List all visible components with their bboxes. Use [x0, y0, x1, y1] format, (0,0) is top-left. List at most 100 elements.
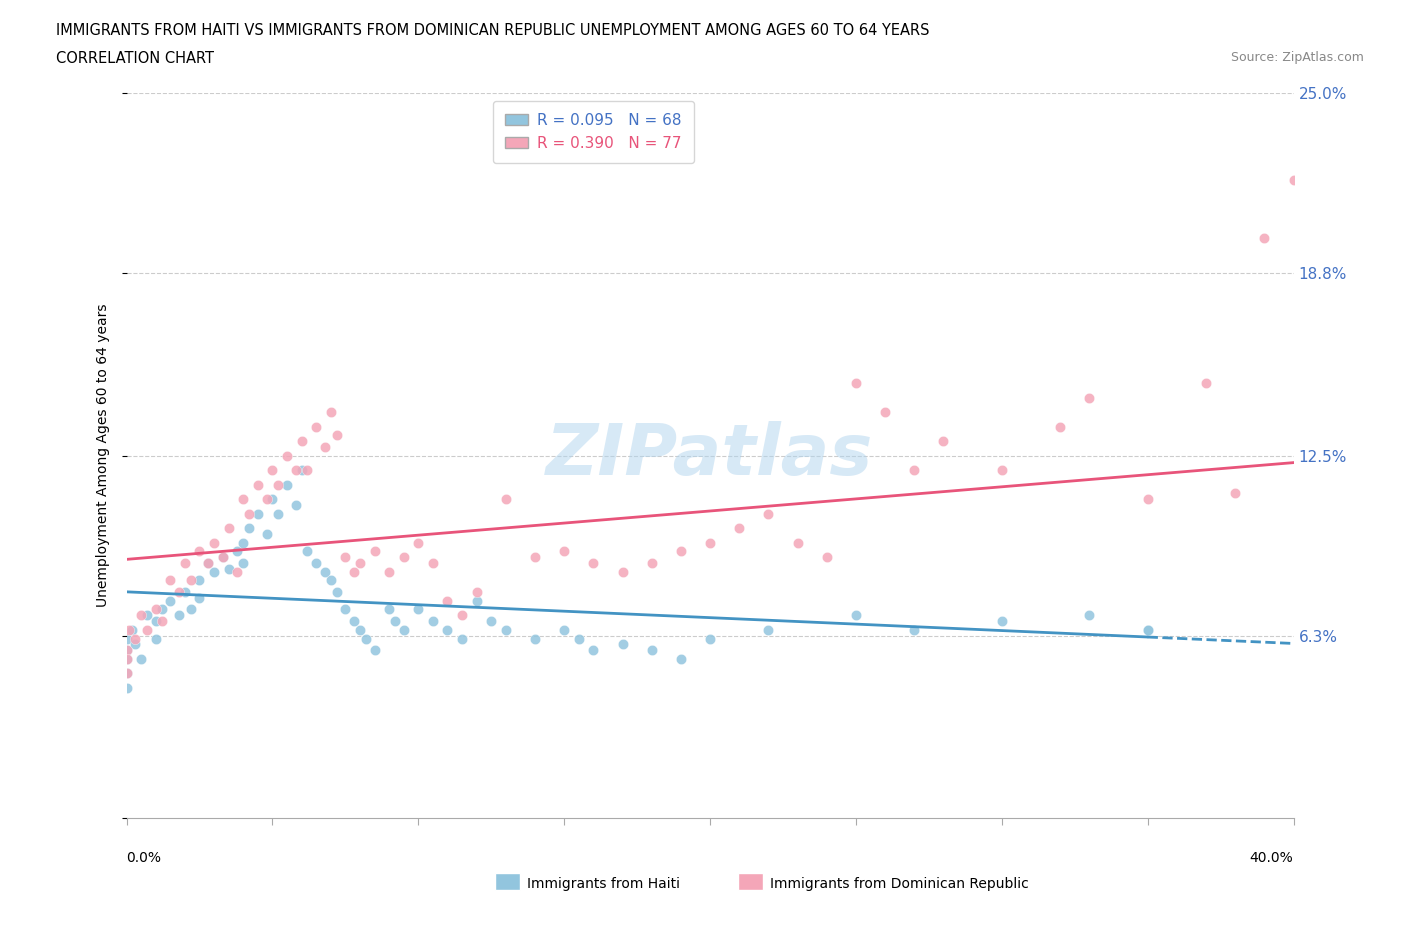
- Point: [815, 550, 838, 565]
- Point: [174, 585, 197, 600]
- Point: [669, 651, 692, 666]
- Point: [226, 565, 249, 579]
- Point: [290, 463, 312, 478]
- Point: [115, 651, 138, 666]
- Point: [124, 637, 146, 652]
- Point: [246, 506, 269, 521]
- Point: [903, 622, 925, 637]
- Point: [118, 622, 141, 637]
- Point: [335, 550, 357, 565]
- Text: Source: ZipAtlas.com: Source: ZipAtlas.com: [1230, 51, 1364, 64]
- Point: [115, 681, 138, 696]
- Point: [297, 463, 319, 478]
- Point: [136, 608, 159, 623]
- Point: [188, 591, 211, 605]
- Point: [932, 433, 955, 448]
- Point: [582, 555, 605, 570]
- Point: [640, 643, 664, 658]
- Point: [451, 608, 474, 623]
- Point: [756, 506, 779, 521]
- Point: [121, 622, 143, 637]
- Point: [582, 643, 605, 658]
- Point: [167, 585, 190, 600]
- Text: Immigrants from Dominican Republic: Immigrants from Dominican Republic: [770, 877, 1029, 891]
- Point: [284, 498, 307, 512]
- Point: [197, 555, 219, 570]
- Point: [115, 651, 138, 666]
- Point: [129, 651, 152, 666]
- Point: [218, 521, 240, 536]
- Point: [159, 593, 181, 608]
- Point: [1136, 492, 1159, 507]
- Point: [238, 506, 260, 521]
- Point: [267, 506, 290, 521]
- Point: [845, 376, 868, 391]
- Point: [343, 565, 366, 579]
- Point: [319, 405, 342, 419]
- Point: [256, 492, 278, 507]
- Point: [524, 550, 547, 565]
- Point: [276, 477, 298, 492]
- Point: [262, 492, 284, 507]
- Point: [699, 536, 721, 551]
- Point: [479, 614, 502, 629]
- Point: [297, 544, 319, 559]
- Point: [314, 440, 336, 455]
- Point: [451, 631, 474, 646]
- Point: [232, 492, 254, 507]
- Point: [568, 631, 591, 646]
- Point: [305, 419, 328, 434]
- Point: [202, 565, 225, 579]
- Point: [211, 550, 233, 565]
- Point: [408, 536, 430, 551]
- Point: [354, 631, 377, 646]
- Point: [136, 622, 159, 637]
- Point: [343, 614, 366, 629]
- Text: IMMIGRANTS FROM HAITI VS IMMIGRANTS FROM DOMINICAN REPUBLIC UNEMPLOYMENT AMONG A: IMMIGRANTS FROM HAITI VS IMMIGRANTS FROM…: [56, 23, 929, 38]
- Point: [465, 593, 488, 608]
- Point: [188, 544, 211, 559]
- Point: [202, 536, 225, 551]
- Point: [349, 555, 371, 570]
- Point: [290, 433, 312, 448]
- Point: [1223, 486, 1246, 501]
- Point: [188, 573, 211, 588]
- Point: [267, 477, 290, 492]
- Point: [218, 562, 240, 577]
- Point: [262, 463, 284, 478]
- Point: [612, 637, 634, 652]
- Point: [845, 608, 868, 623]
- Point: [1136, 622, 1159, 637]
- Point: [115, 643, 138, 658]
- Point: [392, 550, 415, 565]
- Point: [211, 550, 233, 565]
- Point: [174, 555, 197, 570]
- Point: [363, 643, 385, 658]
- Point: [990, 463, 1012, 478]
- Point: [319, 573, 342, 588]
- Point: [180, 573, 202, 588]
- Point: [1399, 332, 1406, 347]
- Point: [325, 428, 347, 443]
- Point: [180, 602, 202, 617]
- Point: [335, 602, 357, 617]
- Point: [1282, 173, 1305, 188]
- Point: [640, 555, 664, 570]
- Point: [276, 448, 298, 463]
- Point: [305, 555, 328, 570]
- Y-axis label: Unemployment Among Ages 60 to 64 years: Unemployment Among Ages 60 to 64 years: [96, 304, 110, 607]
- Point: [875, 405, 897, 419]
- Point: [256, 526, 278, 541]
- Point: [124, 631, 146, 646]
- Point: [226, 544, 249, 559]
- Point: [786, 536, 808, 551]
- Point: [1078, 391, 1101, 405]
- Point: [1341, 332, 1364, 347]
- Point: [436, 593, 458, 608]
- Point: [284, 463, 307, 478]
- Point: [115, 631, 138, 646]
- Point: [159, 573, 181, 588]
- Point: [167, 608, 190, 623]
- Point: [115, 666, 138, 681]
- Point: [699, 631, 721, 646]
